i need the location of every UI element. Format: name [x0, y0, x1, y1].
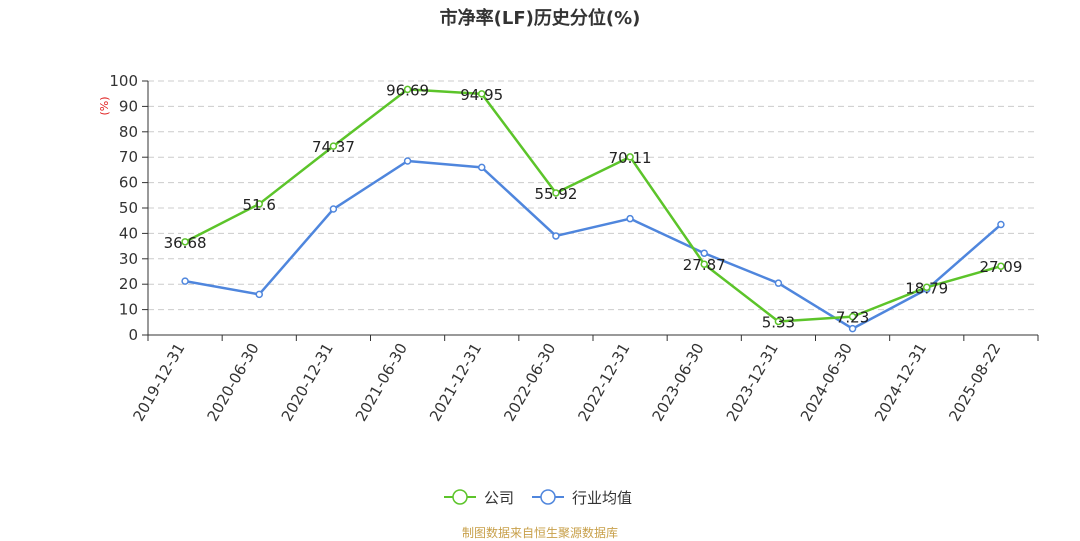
- data-label: 94.95: [460, 86, 503, 104]
- data-point: [923, 283, 931, 292]
- x-tick-label: 2020-06-30: [204, 340, 263, 425]
- data-point: [403, 157, 412, 165]
- data-label: 70.11: [609, 149, 652, 167]
- data-label: 51.6: [243, 196, 276, 214]
- x-tick-label: 2023-06-30: [649, 340, 708, 425]
- data-point: [255, 290, 263, 299]
- y-tick-label: 0: [128, 326, 138, 344]
- y-tick-label: 30: [119, 250, 138, 268]
- series-lines: [181, 85, 1005, 333]
- data-label: 55.92: [534, 185, 577, 203]
- data-point: [700, 249, 708, 257]
- y-tick-label: 50: [119, 199, 138, 217]
- data-point: [848, 312, 857, 321]
- legend[interactable]: 公司 行业均值: [444, 489, 632, 507]
- legend-item-1[interactable]: 行业均值: [532, 489, 632, 507]
- data-point: [552, 232, 560, 240]
- x-tick-label: 2022-12-31: [574, 340, 633, 425]
- data-label: 27.09: [979, 258, 1022, 276]
- data-point: [181, 277, 189, 285]
- x-tick-label: 2024-12-31: [871, 340, 930, 425]
- data-point: [255, 200, 263, 208]
- data-point: [774, 317, 783, 326]
- data-label: 18.79: [905, 279, 948, 297]
- axes: 0 10 20 30 40 50 60 70 80 90 100 2019-12-31 2020-06-…: [109, 72, 1039, 425]
- y-tick-label: 100: [109, 72, 138, 90]
- data-point: [774, 279, 783, 287]
- chart-title: 市净率(LF)历史分位(%): [439, 8, 641, 29]
- data-point: [329, 142, 338, 150]
- data-point: [848, 324, 857, 333]
- y-tick-label: 40: [119, 224, 138, 242]
- data-point: [478, 90, 486, 98]
- x-tick-label: 2023-12-31: [723, 340, 782, 425]
- y-tick-label: 70: [119, 148, 138, 166]
- y-tick-label: 60: [119, 174, 138, 192]
- data-label: 7.23: [836, 309, 869, 327]
- y-tick-label: 10: [119, 301, 138, 319]
- data-label: 96.69: [386, 81, 429, 99]
- source-note: 制图数据来自恒生聚源数据库: [461, 526, 618, 540]
- series-line-0: [184, 88, 1002, 323]
- data-label: 36.68: [164, 234, 207, 252]
- data-label: 27.87: [683, 256, 726, 274]
- y-tick-label: 90: [119, 97, 138, 115]
- legend-marker: [452, 489, 468, 505]
- x-tick-label: 2021-12-31: [426, 340, 485, 425]
- data-labels: 36.68 51.6 74.37 96.69 94.95 55.92 70.11 27.87 5…: [164, 81, 1023, 331]
- data-label: 5.33: [762, 313, 795, 331]
- data-point: [181, 238, 189, 246]
- legend-item-0[interactable]: 公司: [444, 489, 514, 507]
- x-tick-label: 2022-06-30: [500, 340, 559, 425]
- data-point: [478, 163, 486, 172]
- x-tick-label: 2024-06-30: [797, 340, 856, 425]
- x-tick-label: 2025-08-22: [945, 340, 1004, 425]
- legend-label: 公司: [484, 489, 514, 507]
- x-tick-label: 2020-12-31: [278, 340, 337, 425]
- data-point: [626, 214, 634, 223]
- legend-label: 行业均值: [572, 489, 632, 507]
- data-point: [329, 205, 338, 213]
- data-point: [997, 262, 1005, 270]
- x-tick-label: 2019-12-31: [129, 340, 188, 425]
- data-point: [552, 189, 560, 197]
- data-point: [626, 153, 634, 161]
- y-axis-unit: (%): [98, 96, 111, 115]
- data-point: [700, 260, 708, 268]
- data-point: [997, 220, 1005, 229]
- series-line-1: [184, 159, 1002, 330]
- y-tick-label: 80: [119, 123, 138, 141]
- y-tick-label: 20: [119, 275, 138, 293]
- grid-lines: [148, 80, 1038, 311]
- data-point: [403, 85, 412, 94]
- legend-marker: [540, 489, 556, 505]
- x-tick-label: 2021-06-30: [352, 340, 411, 425]
- data-label: 74.37: [312, 138, 355, 156]
